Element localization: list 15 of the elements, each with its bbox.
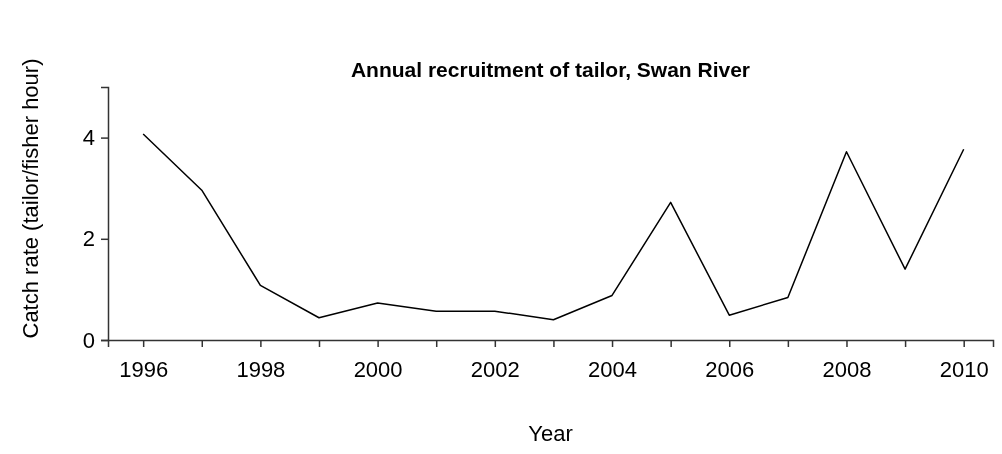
x-tick-label: 2006 bbox=[705, 356, 755, 382]
x-tick-label: 2000 bbox=[353, 356, 403, 382]
y-tick-label: 0 bbox=[82, 327, 95, 353]
y-axis-title: Catch rate (tailor/fisher hour) bbox=[18, 58, 43, 339]
x-tick-label: 2010 bbox=[939, 356, 989, 382]
x-tick-label: 2004 bbox=[588, 356, 638, 382]
x-tick-label: 2002 bbox=[470, 356, 520, 382]
x-tick-label: 2008 bbox=[822, 356, 872, 382]
y-tick-label: 2 bbox=[82, 226, 95, 252]
x-tick-label: 1998 bbox=[236, 356, 286, 382]
y-tick-label: 4 bbox=[82, 125, 95, 151]
chart-title: Annual recruitment of tailor, Swan River bbox=[350, 58, 751, 81]
x-axis-title: Year bbox=[528, 421, 573, 446]
x-tick-label: 1996 bbox=[119, 356, 169, 382]
line-series bbox=[142, 133, 965, 321]
